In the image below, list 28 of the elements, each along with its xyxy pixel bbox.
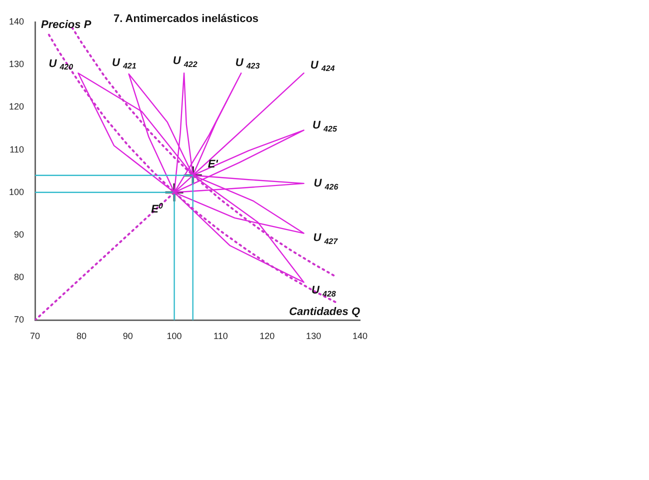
series-label: U 421: [112, 56, 137, 71]
y-tick-label: 70: [14, 314, 24, 325]
series-label: U 425: [312, 120, 338, 134]
x-tick-label: 70: [30, 331, 40, 342]
x-tick-label: 90: [122, 331, 133, 342]
x-tick-label: 100: [166, 331, 182, 342]
series-label: U 424: [310, 59, 336, 74]
y-tick-label: 130: [8, 59, 24, 70]
x-tick-label: 120: [260, 331, 275, 342]
series-label: U 423: [235, 56, 260, 71]
y-axis-title: Precios P: [41, 19, 92, 31]
x-tick-label: 140: [352, 331, 368, 342]
y-tick-label: 90: [14, 229, 24, 240]
x-tick-label: 110: [214, 331, 228, 342]
y-tick-label: 80: [14, 272, 24, 282]
series-label: U 428: [312, 284, 336, 298]
series-label: U 420: [48, 58, 74, 72]
series-label: U 422: [172, 55, 198, 69]
y-tick-label: 120: [8, 102, 24, 112]
series-label: U 426: [314, 178, 339, 192]
y-tick-label: 110: [10, 144, 24, 154]
series-label: U 427: [313, 232, 338, 246]
x-tick-label: 130: [306, 331, 322, 342]
x-tick-label: 80: [76, 331, 86, 342]
y-tick-label: 140: [8, 16, 24, 26]
y-tick-label: 100: [8, 186, 24, 197]
x-axis-title: Cantidades Q: [289, 306, 360, 318]
chart-title: 7. Antimercados inelásticos: [113, 13, 259, 25]
